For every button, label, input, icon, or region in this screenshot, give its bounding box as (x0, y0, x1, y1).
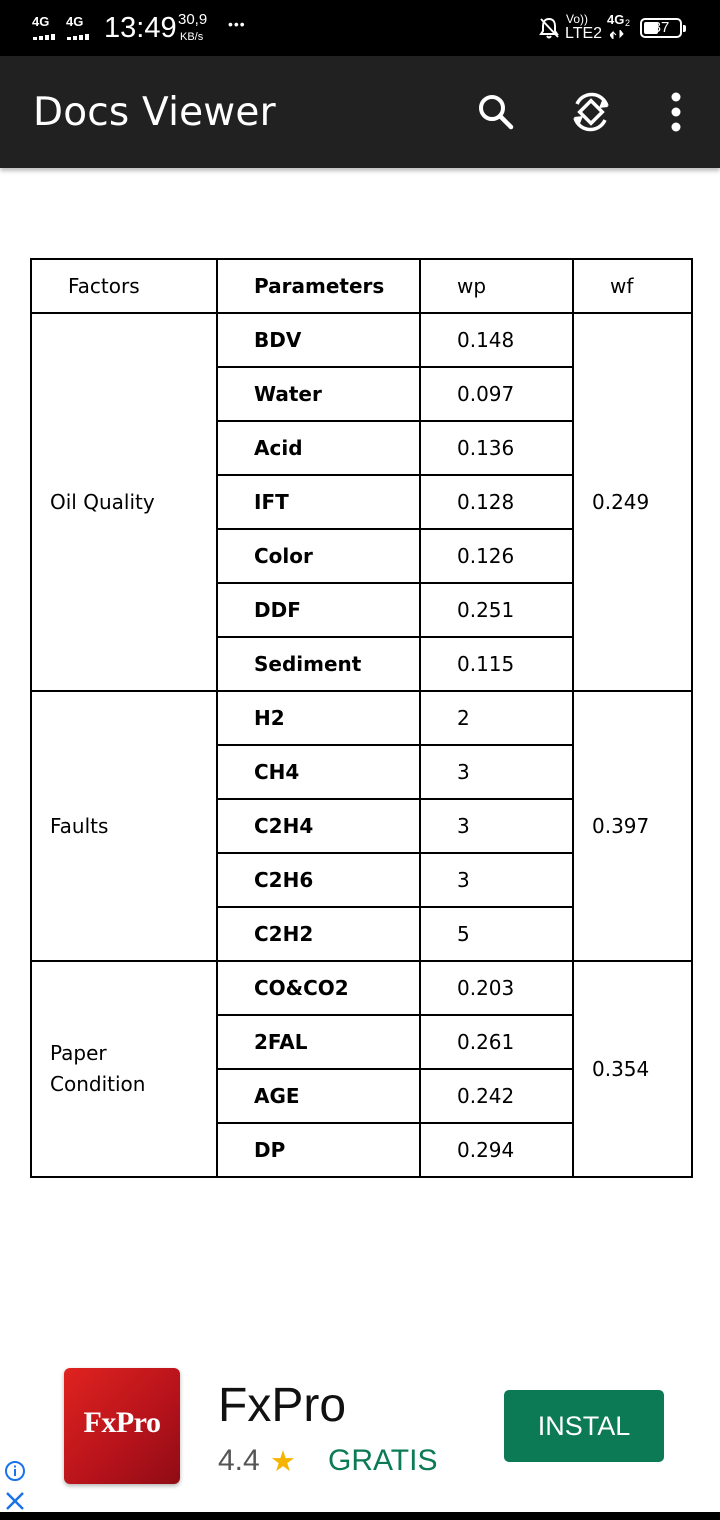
network-1-label: 4G (32, 14, 50, 29)
more-vertical-icon (671, 92, 681, 132)
wf-cell: 0.397 (572, 690, 693, 962)
wp-cell: 0.097 (419, 366, 574, 422)
lte-label: LTE2 (565, 25, 603, 42)
header-parameters: Parameters (216, 258, 421, 314)
bottom-edge (0, 1512, 720, 1520)
factor-cell: Faults (30, 690, 218, 962)
table-row: Water 0.097 (31, 366, 692, 422)
parameter-cell: C2H6 (216, 852, 421, 908)
battery-icon: 37 (640, 18, 686, 38)
wp-cell: 3 (419, 852, 574, 908)
app-bar: Docs Viewer (0, 56, 720, 168)
wp-cell: 3 (419, 744, 574, 800)
wp-cell: 0.261 (419, 1014, 574, 1070)
parameter-cell: C2H4 (216, 798, 421, 854)
wp-cell: 0.294 (419, 1122, 574, 1178)
table-row: Oil Quality BDV 0.148 0.249 (30, 312, 693, 692)
header-wf: wf (572, 258, 693, 314)
ad-app-logo[interactable]: FxPro (64, 1368, 180, 1484)
parameter-cell: CH4 (216, 744, 421, 800)
factor-cell: Paper Condition (30, 960, 218, 1178)
table-header-row: Factors Parameters wp wf (30, 258, 693, 314)
parameter-cell: AGE (216, 1068, 421, 1124)
search-icon (479, 95, 514, 130)
wp-cell: 0.203 (419, 960, 574, 1016)
factor-label: Oil Quality (50, 489, 155, 514)
ad-banner[interactable]: FxPro FxPro 4.4 ★ GRATIS INSTAL (0, 1340, 720, 1512)
document-table: Factors Parameters wp wf Oil Quality BDV 0… (30, 258, 693, 1178)
wf-cell: 0.354 (572, 960, 693, 1178)
search-button[interactable] (467, 84, 523, 140)
parameter-cell: 2FAL (216, 1014, 421, 1070)
table-row: Sediment 0.115 (31, 636, 692, 692)
wp-cell: 0.128 (419, 474, 574, 530)
parameter-cell: Water (216, 366, 421, 422)
network-speed-value: 30,9 (178, 11, 208, 28)
parameter-cell: H2 (216, 690, 421, 746)
close-icon[interactable] (4, 1490, 26, 1512)
factor-cell: Oil Quality (30, 312, 218, 692)
table-row: DP 0.294 (31, 1122, 692, 1178)
parameter-cell: C2H2 (216, 906, 421, 962)
volte-label: Vo)) (566, 12, 589, 26)
wp-cell: 0.148 (419, 312, 574, 368)
wp-cell: 0.251 (419, 582, 574, 638)
wp-cell: 2 (419, 690, 574, 746)
network-3-label: 4G (607, 12, 625, 27)
app-title: Docs Viewer (33, 90, 276, 135)
signal-2-icon: 4G (66, 14, 94, 40)
table-row: C2H4 3 (31, 798, 692, 854)
header-wp: wp (419, 258, 574, 314)
network-speed-unit: KB/s (180, 31, 204, 43)
parameter-cell: DP (216, 1122, 421, 1178)
ad-rating: 4.4 (218, 1444, 260, 1477)
ad-logo-text: FxPro (83, 1406, 161, 1439)
wp-cell: 0.242 (419, 1068, 574, 1124)
table-row: Color 0.126 (31, 528, 692, 584)
data-arrows-icon (610, 30, 624, 39)
wp-cell: 3 (419, 798, 574, 854)
ad-install-button[interactable]: INSTAL (504, 1390, 664, 1462)
wp-cell: 0.126 (419, 528, 574, 584)
wp-cell: 5 (419, 906, 574, 962)
wp-cell: 0.115 (419, 636, 574, 692)
wp-cell: 0.136 (419, 420, 574, 476)
rotate-icon (573, 92, 609, 132)
info-icon[interactable] (4, 1460, 26, 1482)
parameter-cell: Sediment (216, 636, 421, 692)
table-row: AGE 0.242 (31, 1068, 692, 1124)
parameter-cell: Acid (216, 420, 421, 476)
parameter-cell: Color (216, 528, 421, 584)
clock: 13:49 (104, 12, 177, 44)
star-icon: ★ (270, 1444, 296, 1478)
table-row: C2H2 5 (31, 906, 692, 962)
battery-level: 37 (652, 19, 670, 36)
factor-label: Faults (50, 813, 109, 838)
parameter-cell: CO&CO2 (216, 960, 421, 1016)
table-row: 2FAL 0.261 (31, 1014, 692, 1070)
mute-bell-icon (539, 17, 559, 39)
table-row: Faults H2 2 0.397 (30, 690, 693, 962)
table-row: IFT 0.128 (31, 474, 692, 530)
parameter-cell: BDV (216, 312, 421, 368)
status-bar: 4G 4G 13:49 30,9 KB/s ••• Vo)) LTE2 4G 2… (0, 0, 720, 56)
overflow-menu-button[interactable] (648, 84, 704, 140)
table-row: CH4 3 (31, 744, 692, 800)
ad-price: GRATIS (328, 1444, 438, 1477)
table-row: Acid 0.136 (31, 420, 692, 476)
parameter-cell: IFT (216, 474, 421, 530)
header-factors: Factors (30, 258, 218, 314)
table-row: DDF 0.251 (31, 582, 692, 638)
network-2-label: 4G (66, 14, 84, 29)
wf-cell: 0.249 (572, 312, 693, 692)
ad-app-name[interactable]: FxPro (218, 1379, 347, 1432)
table-row: C2H6 3 (31, 852, 692, 908)
rotate-button[interactable] (563, 84, 619, 140)
signal-1-icon: 4G (32, 14, 60, 40)
table-row: Paper Condition CO&CO2 0.203 0.354 (30, 960, 693, 1178)
more-notifications-icon: ••• (228, 16, 246, 32)
parameter-cell: DDF (216, 582, 421, 638)
network-3-sub: 2 (625, 18, 631, 28)
factor-label: Paper Condition (50, 1041, 146, 1096)
